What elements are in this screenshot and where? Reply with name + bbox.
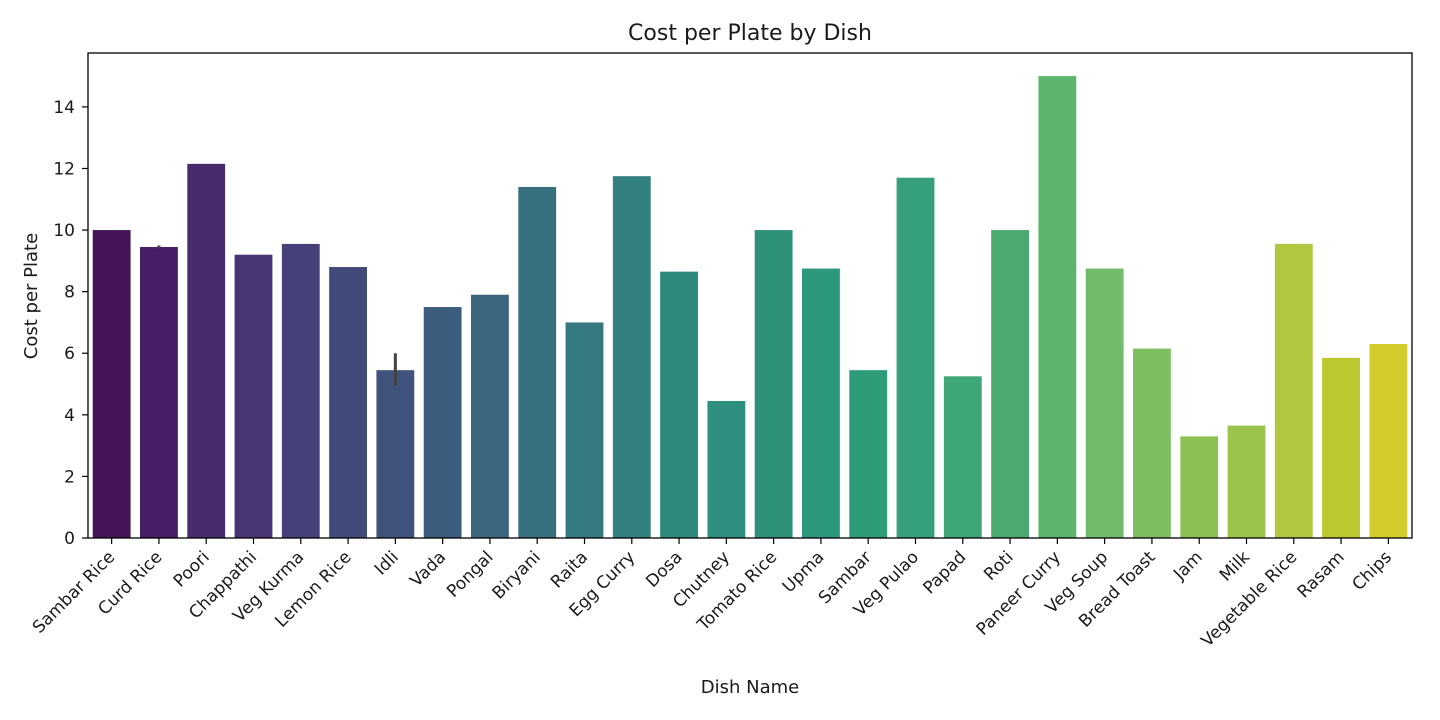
bar [612, 176, 651, 539]
error-bars-group [157, 245, 397, 386]
y-tick-label: 14 [53, 98, 75, 118]
y-tick-label: 6 [64, 344, 75, 364]
bar [423, 307, 462, 538]
x-tick-label: Pongal [443, 547, 497, 601]
bar [565, 322, 604, 538]
bar [1369, 344, 1408, 538]
bar [471, 294, 509, 538]
x-tick-label: Idli [371, 547, 403, 579]
x-tick-label: Rasam [1294, 547, 1349, 602]
bar [896, 177, 935, 538]
bar [329, 267, 367, 538]
bar [1133, 348, 1171, 538]
x-tick-label: Vada [406, 547, 450, 591]
y-tick-label: 12 [53, 159, 75, 179]
bar [1274, 243, 1313, 539]
x-tick-label: Poori [170, 547, 214, 591]
bar [1322, 357, 1360, 538]
plot-frame [87, 52, 1413, 539]
x-tick-label: Jam [1169, 547, 1206, 584]
bar [1085, 268, 1124, 538]
x-tick-label: Biryani [489, 547, 545, 603]
bar [1180, 436, 1219, 538]
bar [518, 186, 557, 538]
x-tick-label: Papad [919, 547, 970, 598]
x-tick-label: Sambar Rice [29, 547, 119, 637]
x-axis-title: Dish Name [701, 677, 799, 698]
bar [660, 271, 698, 538]
x-tick-label: Roti [980, 547, 1017, 584]
bar [187, 163, 226, 539]
bar [92, 230, 131, 538]
y-axis-title: Cost per Plate [21, 233, 42, 359]
bar [754, 230, 793, 538]
bar [991, 230, 1029, 538]
y-tick-label: 2 [64, 467, 75, 487]
y-tick-label: 4 [64, 406, 75, 426]
y-tick-label: 8 [64, 283, 75, 303]
bar [1227, 425, 1266, 538]
bar [376, 370, 415, 538]
x-tick-label: Dosa [642, 547, 686, 591]
bar [943, 376, 982, 538]
y-tick-label: 10 [53, 221, 75, 241]
bar [281, 243, 320, 539]
bar [140, 247, 178, 538]
bar [1038, 76, 1077, 538]
bars-group [92, 76, 1408, 539]
x-tick-label: Raita [547, 547, 592, 592]
bar [707, 400, 746, 538]
x-tick-label: Chips [1349, 547, 1396, 594]
bar [802, 268, 840, 538]
x-tick-label: Milk [1216, 547, 1254, 585]
bar [234, 254, 273, 538]
chart-title: Cost per Plate by Dish [628, 21, 872, 46]
bar [849, 370, 888, 538]
y-axis: 0 2 4 6 8 10 12 14 [53, 98, 88, 549]
y-tick-label: 0 [64, 529, 75, 549]
